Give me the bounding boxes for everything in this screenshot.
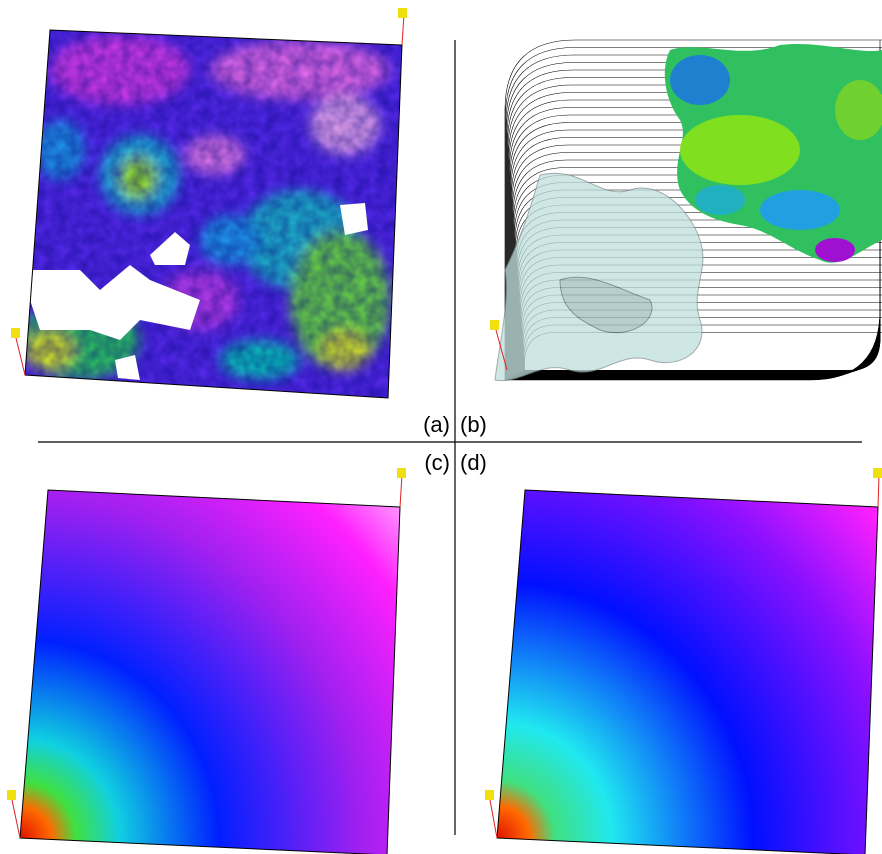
panel-label: (d) (460, 450, 487, 475)
panel-label: (c) (424, 450, 450, 475)
panel-c-image (20, 490, 400, 854)
panel-a-image (25, 30, 402, 398)
panel-b-image (494, 39, 882, 382)
panel-label: (a) (423, 412, 450, 437)
panel-d-image (497, 490, 878, 854)
panel-label: (b) (460, 412, 487, 437)
